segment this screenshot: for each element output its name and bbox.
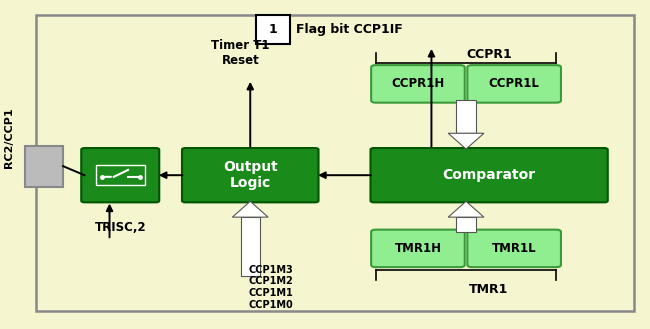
Text: TMR1: TMR1 bbox=[469, 283, 508, 296]
Text: Pin
RC2/CCP1: Pin RC2/CCP1 bbox=[0, 107, 14, 168]
Text: Output
Logic: Output Logic bbox=[223, 160, 278, 190]
FancyBboxPatch shape bbox=[81, 148, 159, 202]
FancyBboxPatch shape bbox=[256, 15, 290, 44]
Polygon shape bbox=[448, 133, 484, 149]
FancyBboxPatch shape bbox=[456, 100, 476, 133]
Text: CCPR1L: CCPR1L bbox=[489, 77, 540, 90]
Text: TMR1H: TMR1H bbox=[395, 242, 441, 255]
FancyBboxPatch shape bbox=[370, 148, 608, 202]
FancyBboxPatch shape bbox=[25, 146, 63, 187]
FancyBboxPatch shape bbox=[467, 65, 561, 103]
Text: TRISC,2: TRISC,2 bbox=[94, 220, 146, 234]
Text: 1: 1 bbox=[268, 23, 278, 36]
Polygon shape bbox=[448, 201, 484, 217]
FancyBboxPatch shape bbox=[182, 148, 318, 202]
FancyBboxPatch shape bbox=[36, 15, 634, 311]
Text: CCPR1: CCPR1 bbox=[466, 48, 512, 61]
FancyBboxPatch shape bbox=[456, 217, 476, 232]
Text: CCP1M3
CCP1M2
CCP1M1
CCP1M0: CCP1M3 CCP1M2 CCP1M1 CCP1M0 bbox=[249, 265, 294, 310]
Text: CCPR1H: CCPR1H bbox=[391, 77, 445, 90]
Text: Timer T1
Reset: Timer T1 Reset bbox=[211, 38, 270, 67]
FancyBboxPatch shape bbox=[467, 230, 561, 267]
FancyBboxPatch shape bbox=[371, 65, 465, 103]
Text: TMR1L: TMR1L bbox=[492, 242, 536, 255]
Text: Flag bit CCP1IF: Flag bit CCP1IF bbox=[296, 23, 402, 36]
FancyBboxPatch shape bbox=[240, 217, 260, 276]
FancyBboxPatch shape bbox=[96, 165, 145, 185]
Polygon shape bbox=[233, 201, 268, 217]
Text: Comparator: Comparator bbox=[443, 168, 536, 182]
FancyBboxPatch shape bbox=[371, 230, 465, 267]
